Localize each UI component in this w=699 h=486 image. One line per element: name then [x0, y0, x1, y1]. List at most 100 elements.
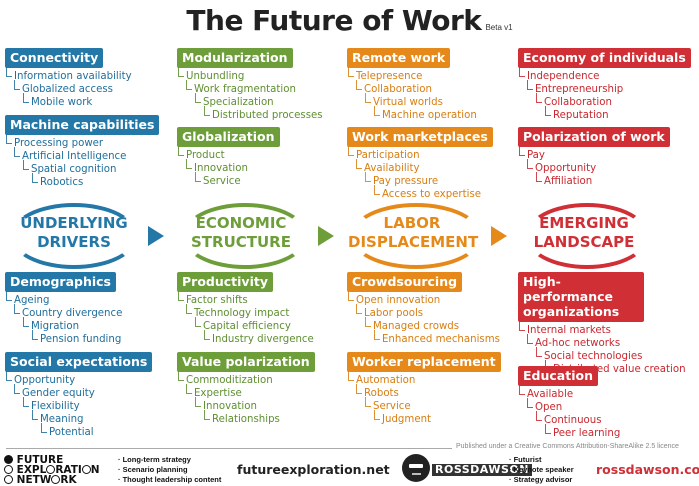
title: The Future of Work Beta v1 [0, 4, 699, 37]
list-item: Service [195, 172, 280, 188]
service-item: · Keynote speaker [509, 465, 574, 474]
list-item: Independence [519, 67, 691, 83]
box-economy-of-individuals: Economy of individuals Independence Entr… [518, 48, 691, 122]
list-item: Spatial cognition [22, 160, 159, 176]
list-item: Affiliation [536, 172, 670, 188]
list-item: Expertise [186, 384, 315, 400]
list-item: Robotics [31, 173, 159, 189]
box-header: Value polarization [177, 352, 315, 372]
category-ring [525, 203, 649, 269]
service-item: · Strategy advisor [509, 475, 573, 484]
box-header: Remote work [347, 48, 451, 68]
list-item: Unbundling [178, 67, 323, 83]
logo-text: EXPL [16, 464, 47, 476]
list-item: Service [365, 397, 501, 413]
box-header: Productivity [177, 272, 273, 292]
list-item: Open innovation [348, 291, 500, 307]
list-item: Opportunity [5, 371, 152, 387]
ring-icon [51, 475, 61, 484]
dot-icon [4, 455, 13, 464]
logo-text: NETW [16, 474, 52, 486]
list-item: Pension funding [31, 330, 122, 345]
box-header: Machine capabilities [5, 115, 160, 135]
list-item: Specialization [195, 93, 323, 109]
list-item: Globalized access [14, 80, 132, 96]
box-education: Education Available Open Continuous Peer… [518, 366, 620, 440]
arrow-right-icon [148, 226, 164, 246]
list-item: Processing power [5, 134, 159, 150]
version-label: Beta v1 [485, 23, 513, 32]
list-item: Availability [356, 159, 493, 175]
ring-icon [4, 465, 13, 474]
box-header: Worker replacement [347, 352, 501, 372]
category-ring [182, 203, 308, 269]
list-item: Entrepreneurship [527, 80, 691, 96]
ring-icon [4, 475, 13, 484]
list-item: Pay [519, 146, 670, 162]
list-item: Available [518, 385, 620, 401]
list-item: Gender equity [13, 384, 152, 400]
category-emerging-landscape: EMERGING LANDSCAPE [520, 214, 648, 252]
list-item: Industry divergence [204, 330, 314, 345]
arrow-right-icon [491, 226, 507, 246]
logo-text: FUTURE [16, 454, 64, 466]
list-item: Ageing [5, 291, 122, 307]
list-item: Innovation [195, 397, 315, 413]
list-item: Reputation [545, 106, 691, 122]
list-item: Enhanced mechanisms [374, 330, 500, 345]
list-item: Information availability [6, 67, 132, 82]
box-header: Work marketplaces [347, 127, 493, 147]
list-item: Innovation [186, 159, 280, 175]
box-header: Globalization [177, 127, 280, 147]
list-item: Relationships [204, 410, 315, 426]
future-exploration-logo: FUTURE EXPL RATI N NETW RK [4, 455, 100, 485]
service-item: · Scenario planning [118, 465, 188, 474]
box-remote-work: Remote work Telepresence Collaboration V… [347, 48, 477, 122]
box-productivity: Productivity Factor shifts Technology im… [177, 272, 314, 346]
list-item: Managed crowds [365, 317, 500, 333]
box-value-polarization: Value polarization Commoditization Exper… [177, 352, 315, 426]
list-item: Pay pressure [365, 172, 493, 188]
box-header: Crowdsourcing [347, 272, 463, 292]
arrow-right-icon [318, 226, 334, 246]
category-labor-displacement: LABOR DISPLACEMENT [348, 214, 478, 252]
box-worker-replacement: Worker replacement Automation Robots Ser… [347, 352, 501, 426]
box-header: High-performance organizations [518, 272, 644, 322]
box-header: Modularization [177, 48, 293, 68]
service-item: · Thought leadership content [118, 475, 222, 484]
footer-divider [6, 448, 452, 449]
logo-text: RATI [55, 464, 82, 476]
list-item: Internal markets [519, 321, 686, 337]
list-item: Flexibility [22, 397, 152, 413]
futureexploration-link[interactable]: futureexploration.net [237, 462, 390, 477]
ring-icon [46, 465, 56, 474]
service-item: · Futurist [509, 455, 542, 464]
list-item: Capital efficiency [195, 317, 314, 333]
list-item: Access to expertise [374, 185, 493, 201]
box-social-expectations: Social expectations Opportunity Gender e… [5, 352, 153, 439]
list-item: Social technologies [536, 347, 686, 363]
list-item: Ad-hoc networks [527, 334, 686, 350]
box-machine-capabilities: Machine capabilities Processing power Ar… [5, 115, 160, 189]
category-economic-structure: ECONOMIC STRUCTURE [177, 214, 305, 252]
list-item: Labor pools [356, 304, 500, 320]
future-exploration-services: · Long-term strategy · Scenario planning… [118, 455, 221, 485]
list-item: Virtual worlds [365, 93, 477, 109]
list-item: Factor shifts [178, 291, 314, 307]
list-item: Collaboration [356, 80, 477, 96]
category-line: UNDERLYING [20, 214, 128, 232]
ring-icon [81, 465, 91, 474]
list-item: Work fragmentation [186, 80, 323, 96]
category-line: LANDSCAPE [533, 233, 635, 251]
list-item: Artificial Intelligence [13, 147, 159, 163]
box-header: Education [518, 366, 598, 386]
logo-text: RK [60, 474, 77, 486]
box-crowdsourcing: Crowdsourcing Open innovation Labor pool… [347, 272, 500, 346]
list-item: Collaboration [536, 93, 691, 109]
service-item: · Long-term strategy [118, 455, 191, 464]
rossdawson-link[interactable]: rossdawson.com [596, 462, 699, 477]
list-item: Participation [348, 146, 493, 162]
box-header: Demographics [5, 272, 116, 292]
category-ring [10, 203, 138, 269]
list-item: Machine operation [374, 106, 477, 121]
